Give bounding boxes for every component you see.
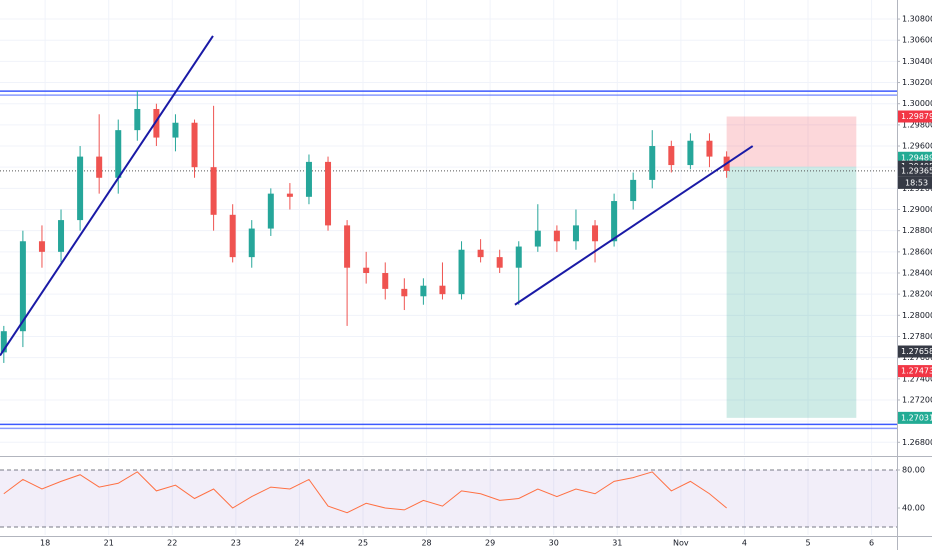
price-label: 1.27473: [901, 367, 932, 376]
x-tick-label: 30: [549, 539, 559, 548]
candle-body: [458, 249, 465, 295]
y-tick-label: 1.28000: [902, 311, 932, 320]
candle-body: [630, 179, 637, 202]
y-tick-label: 1.26800: [902, 438, 932, 447]
y-tick-label: 1.28200: [902, 290, 932, 299]
candle-body: [58, 220, 65, 252]
x-tick-label: 21: [104, 539, 114, 548]
candle-body: [668, 146, 675, 166]
candle-body: [38, 241, 45, 252]
stop-zone: [726, 116, 857, 167]
x-tick-label: 31: [612, 539, 622, 548]
x-tick-label: 18: [40, 539, 50, 548]
trend-line: [514, 145, 754, 306]
candle-body: [706, 140, 713, 157]
y-tick-label: 1.27800: [902, 332, 932, 341]
countdown: 18:53: [905, 178, 928, 187]
candle-body: [649, 146, 656, 180]
candle-body: [286, 193, 293, 197]
x-tick-label: Nov: [673, 539, 689, 548]
candle-body: [172, 122, 179, 138]
candle-body: [553, 230, 560, 242]
price-label-bg: [898, 110, 932, 123]
y-tick-label: 1.27600: [902, 353, 932, 362]
candle-body: [305, 161, 312, 197]
countdown-bg: [898, 176, 932, 189]
y-tick-label: 1.30400: [902, 57, 932, 66]
price-label: 1.27658: [901, 347, 932, 356]
x-tick-label: 4: [742, 539, 747, 548]
x-tick-label: 23: [231, 539, 241, 548]
candle-body: [191, 122, 198, 168]
y-tick-label: 1.27200: [902, 395, 932, 404]
y-tick-label: 1.30200: [902, 78, 932, 87]
candle-body: [0, 331, 7, 353]
candle-body: [134, 108, 141, 131]
x-tick-label: 28: [421, 539, 431, 548]
y-tick-label: 1.27400: [902, 374, 932, 383]
y-tick-label: 1.28600: [902, 247, 932, 256]
candle-body: [153, 108, 160, 138]
price-label-bg: [898, 164, 932, 177]
candle-body: [382, 273, 389, 289]
candle-body: [592, 225, 599, 242]
rsi-y-tick-label: 80.00: [902, 465, 925, 474]
candle-body: [572, 225, 579, 242]
price-label: 1.29365: [901, 166, 932, 175]
y-tick-label: 1.30600: [902, 36, 932, 45]
candle-body: [77, 156, 84, 221]
candle-body: [19, 241, 26, 332]
x-tick-label: 29: [485, 539, 495, 548]
price-label-bg: [898, 345, 932, 358]
candle-body: [496, 257, 503, 268]
candle-body: [515, 246, 522, 268]
candle-body: [115, 130, 122, 178]
target-zone: [726, 166, 857, 418]
price-label: 1.29489: [901, 153, 932, 162]
candle-body: [401, 288, 408, 297]
candle-body: [344, 225, 351, 268]
candle-body: [534, 230, 541, 247]
x-tick-label: 6: [869, 539, 874, 548]
trend-line: [0, 35, 214, 357]
x-tick-label: 5: [805, 539, 810, 548]
candle-body: [439, 285, 446, 295]
price-label: 1.27031: [901, 413, 932, 422]
candle-body: [96, 156, 103, 178]
price-label-bg: [898, 365, 932, 378]
y-tick-label: 1.29000: [902, 205, 932, 214]
candle-body: [325, 161, 332, 226]
candle-body: [248, 228, 255, 258]
x-tick-label: 22: [167, 539, 177, 548]
price-label-bg: [898, 411, 932, 424]
price-label: 1.29879: [901, 112, 932, 121]
candle-body: [267, 193, 274, 229]
x-tick-label: 24: [294, 539, 304, 548]
candle-body: [420, 285, 427, 297]
y-tick-label: 1.29600: [902, 142, 932, 151]
x-tick-label: 25: [358, 539, 368, 548]
candle-body: [363, 267, 370, 273]
candle-body: [687, 140, 694, 166]
rsi-y-tick-label: 40.00: [902, 504, 925, 513]
y-tick-label: 1.28800: [902, 226, 932, 235]
candle-body: [210, 167, 217, 215]
y-tick-label: 1.30000: [902, 99, 932, 108]
candle-body: [477, 249, 484, 258]
y-tick-label: 1.30800: [902, 15, 932, 24]
candle-body: [611, 201, 618, 242]
candle-body: [229, 214, 236, 258]
rsi-band: [0, 469, 897, 528]
rsi-line: [3, 471, 727, 514]
y-tick-label: 1.28400: [902, 269, 932, 278]
y-tick-label: 1.29800: [902, 120, 932, 129]
